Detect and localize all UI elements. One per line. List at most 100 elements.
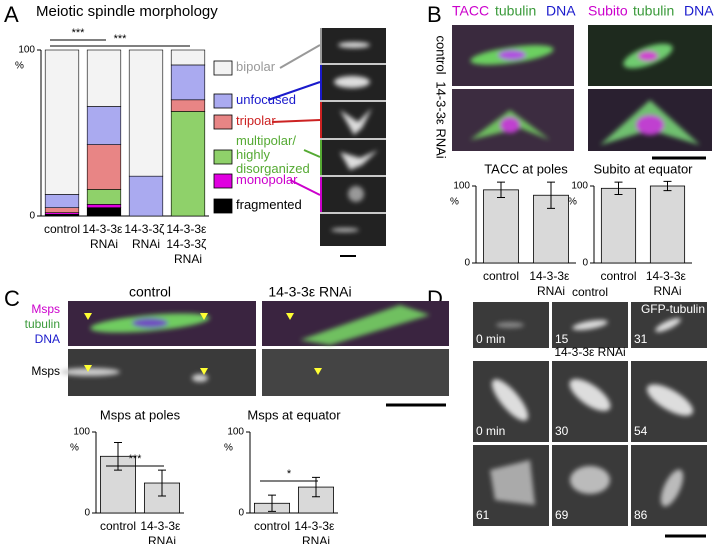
bar-segment bbox=[86, 49, 122, 107]
x-tick-label: control bbox=[44, 222, 80, 236]
micrograph-grid bbox=[452, 25, 712, 160]
row-label: control bbox=[434, 35, 449, 74]
stain-label: DNA bbox=[35, 332, 60, 346]
time-label: 0 min bbox=[476, 424, 505, 438]
chart-title: Subito at equator bbox=[593, 161, 693, 176]
legend-label: multipolar/ highly disorganized bbox=[236, 133, 310, 176]
x-tick-label: 14-3-3ε RNAi bbox=[294, 519, 337, 544]
y-tick-label: 0 bbox=[84, 508, 90, 519]
y-tick-label: 100 bbox=[227, 427, 244, 438]
legend-label: bipolar bbox=[236, 59, 276, 74]
x-tick-label: control bbox=[100, 519, 136, 533]
legend-swatch bbox=[213, 93, 233, 109]
bar-segment bbox=[170, 64, 206, 101]
bar-segment bbox=[86, 207, 122, 217]
bar-segment bbox=[128, 175, 164, 217]
bar-segment bbox=[86, 106, 122, 145]
error-bar bbox=[158, 469, 166, 497]
row-label: 14-3-3ε RNAi bbox=[554, 345, 625, 359]
x-tick-label: 14-3-3ε 14-3-3ζ RNAi bbox=[166, 222, 209, 266]
time-label: 30 bbox=[555, 424, 569, 438]
significance-label: *** bbox=[129, 453, 143, 465]
column-label: 14-3-3ε RNAi bbox=[268, 284, 351, 300]
chart-title: TACC at poles bbox=[484, 161, 568, 176]
bar bbox=[600, 187, 637, 264]
y-tick-label: 0 bbox=[29, 211, 35, 222]
stain-label: DNA bbox=[684, 3, 714, 19]
y-tick-label: 100 bbox=[571, 181, 588, 192]
legend-label: monopolar bbox=[236, 172, 298, 187]
stain-label: GFP-tubulin bbox=[641, 302, 705, 316]
bar-segment bbox=[44, 194, 80, 208]
stain-label: TACC bbox=[452, 3, 489, 19]
stain-label: Msps bbox=[31, 364, 60, 378]
time-label: 61 bbox=[476, 508, 490, 522]
y-tick-label: 100 bbox=[73, 427, 90, 438]
time-label: 31 bbox=[634, 332, 648, 346]
bar-segment bbox=[170, 99, 206, 112]
time-label: 69 bbox=[555, 508, 569, 522]
stain-label: Subito bbox=[588, 3, 628, 19]
micrograph-column bbox=[267, 28, 386, 257]
y-axis-label: % bbox=[15, 61, 24, 72]
x-tick-label: 14-3-3ε RNAi bbox=[82, 222, 125, 251]
bar-segment bbox=[170, 111, 206, 217]
stain-label: Msps bbox=[31, 302, 60, 316]
stain-label: DNA bbox=[546, 3, 576, 19]
y-tick-label: 0 bbox=[238, 508, 244, 519]
bar-segment bbox=[170, 49, 206, 66]
time-label: 0 min bbox=[476, 332, 505, 346]
y-axis-label: % bbox=[70, 443, 79, 454]
legend-swatch bbox=[213, 149, 233, 165]
time-label: 54 bbox=[634, 424, 648, 438]
x-tick-label: control bbox=[483, 269, 519, 283]
legend-swatch bbox=[213, 114, 233, 130]
stain-label: tubulin bbox=[25, 317, 60, 331]
time-label: 15 bbox=[555, 332, 569, 346]
legend-swatch bbox=[213, 198, 233, 214]
bar-segment bbox=[44, 49, 80, 195]
error-bar bbox=[547, 181, 555, 209]
legend-label: unfocused bbox=[236, 92, 296, 107]
error-bar bbox=[114, 442, 122, 471]
y-tick-label: 0 bbox=[464, 258, 470, 269]
chart-title: Msps at poles bbox=[100, 407, 181, 422]
significance-label: *** bbox=[72, 27, 86, 39]
y-tick-label: 100 bbox=[453, 181, 470, 192]
y-axis-label: % bbox=[224, 443, 233, 454]
bar-segment bbox=[44, 207, 80, 213]
micrograph-grid bbox=[60, 301, 449, 407]
x-tick-label: control bbox=[254, 519, 290, 533]
x-tick-label: 14-3-3ε RNAi bbox=[529, 269, 572, 298]
x-tick-label: 14-3-3ε RNAi bbox=[140, 519, 183, 544]
error-bar bbox=[663, 180, 672, 192]
bar-segment bbox=[86, 189, 122, 205]
bar-segment bbox=[86, 204, 122, 209]
y-tick-label: 0 bbox=[582, 258, 588, 269]
stain-label: tubulin bbox=[495, 3, 536, 19]
error-bar bbox=[268, 494, 276, 512]
error-bar bbox=[497, 181, 505, 199]
legend-label: tripolar bbox=[236, 113, 276, 128]
error-bar bbox=[614, 181, 623, 195]
x-tick-label: control bbox=[600, 269, 636, 283]
bar-segment bbox=[128, 49, 164, 177]
y-axis-label: % bbox=[450, 197, 459, 208]
bar bbox=[649, 185, 686, 264]
panel-label: A bbox=[4, 2, 19, 27]
panel-label: B bbox=[427, 2, 442, 27]
stain-label: tubulin bbox=[633, 3, 674, 19]
bar-segment bbox=[86, 144, 122, 190]
legend-label: fragmented bbox=[236, 197, 302, 212]
x-tick-label: 14-3-3ε RNAi bbox=[646, 269, 689, 298]
y-axis-label: % bbox=[568, 197, 577, 208]
chart-title: Meiotic spindle morphology bbox=[36, 3, 218, 20]
panel-label: C bbox=[4, 286, 20, 311]
bar bbox=[483, 189, 519, 264]
significance-label: *** bbox=[114, 33, 128, 45]
y-tick-label: 100 bbox=[18, 45, 35, 56]
chart-title: Msps at equator bbox=[247, 407, 341, 422]
legend-swatch bbox=[213, 173, 233, 189]
row-label: 14-3-3ε RNAi bbox=[434, 81, 449, 158]
